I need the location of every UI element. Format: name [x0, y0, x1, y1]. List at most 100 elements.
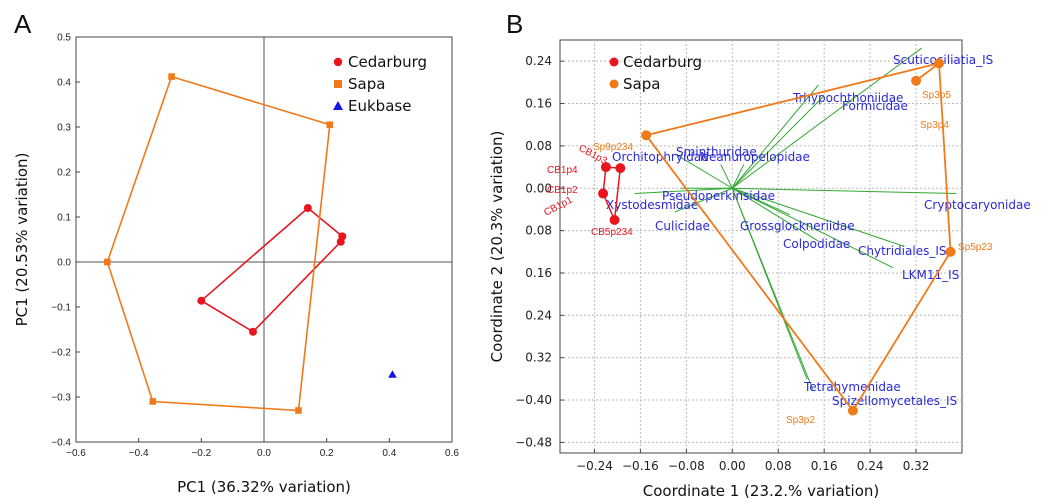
- hull-cedarburg: [199, 206, 344, 333]
- legend-marker-eukbase: [333, 101, 343, 110]
- point-cedarburg: [609, 215, 620, 226]
- x-tick-label: −0.4: [129, 448, 149, 459]
- y-tick-label: −0.40: [515, 393, 552, 407]
- panel-label-b: B: [506, 9, 523, 39]
- vector-line: [731, 84, 819, 189]
- vector-label: Trhypochthoniidae: [792, 91, 903, 105]
- point-label-cedarburg: CB5p234: [591, 227, 633, 238]
- x-tick-label: −0.08: [668, 459, 705, 473]
- x-tick-label: 0.00: [719, 459, 746, 473]
- x-tick-label: 0.32: [903, 459, 930, 473]
- y-tick-label: 0.1: [57, 213, 71, 224]
- point-label-cedarburg: CB1p4: [547, 165, 578, 176]
- vector-label: LKM11_IS: [902, 268, 959, 282]
- y-axis-label: PC1 (20.53% variation): [13, 153, 31, 327]
- x-axis-label: Coordinate 1 (23.2.% variation): [643, 482, 880, 500]
- point-sapa: [934, 58, 945, 69]
- vector-label: Neanuropelopidae: [700, 150, 810, 164]
- y-tick-label: 0.16: [525, 266, 552, 280]
- x-tick-label: −0.16: [622, 459, 659, 473]
- vector-label: Tetrahymenidae: [803, 380, 901, 394]
- legend-marker-sapa: [334, 80, 342, 88]
- y-tick-label: 0.08: [525, 139, 552, 153]
- x-tick-label: 0.0: [257, 448, 271, 459]
- vector-line: [720, 164, 733, 189]
- vector-label: Spizellomycetales_IS: [832, 394, 957, 408]
- y-tick-label: −0.3: [51, 393, 71, 404]
- y-tick-label: 0.4: [57, 78, 71, 89]
- vector-line: [732, 187, 905, 247]
- vector-label: Scuticociliatia_IS: [893, 53, 993, 67]
- y-tick-label: 0.5: [57, 33, 71, 44]
- vector-label: Colpodidae: [783, 237, 850, 251]
- point-cedarburg: [197, 296, 206, 305]
- vector-line: [731, 188, 808, 380]
- x-tick-label: 0.08: [765, 459, 792, 473]
- vector-line: [674, 153, 733, 189]
- point-eukbase: [388, 370, 397, 378]
- y-tick-label: 0.16: [525, 97, 552, 111]
- vector-label: Culicidae: [655, 219, 710, 233]
- x-tick-label: −0.2: [191, 448, 211, 459]
- point-cedarburg: [303, 204, 312, 212]
- x-tick-label: 0.16: [811, 459, 838, 473]
- legend-label-cedarburg: Cedarburg: [348, 53, 427, 71]
- vector-line: [731, 47, 923, 189]
- point-cedarburg: [615, 163, 626, 174]
- point-sapa: [149, 398, 157, 405]
- vector-line: [731, 95, 825, 189]
- point-cedarburg: [336, 237, 345, 246]
- point-sapa: [168, 73, 175, 80]
- vector-line: [732, 187, 819, 242]
- vector-label: Cryptocaryonidae: [924, 198, 1031, 212]
- point-sapa: [295, 407, 302, 414]
- vector-label: Pseudoperkinsidae: [662, 189, 775, 203]
- legend-label-sapa: Sapa: [623, 75, 660, 93]
- plot-frame: [559, 39, 963, 454]
- panel-label-a: A: [14, 9, 32, 39]
- vector-line: [731, 164, 745, 189]
- point-label-sapa: Sp9p234: [593, 142, 633, 153]
- hull-sapa: [106, 75, 331, 412]
- vector-label: Chytridiales_IS: [858, 244, 947, 258]
- x-tick-label: −0.24: [576, 459, 613, 473]
- vector-label: Xystodesmidae: [606, 198, 698, 212]
- y-tick-label: 0.2: [57, 168, 71, 179]
- point-sapa: [641, 130, 652, 141]
- vector-line: [674, 187, 733, 213]
- y-tick-label: 0.24: [525, 54, 552, 68]
- point-sapa: [104, 258, 111, 266]
- x-tick-label: 0.2: [320, 448, 334, 459]
- vector-line: [732, 187, 894, 269]
- y-tick-label: 0.08: [525, 224, 552, 238]
- y-tick-label: −0.4: [51, 438, 71, 449]
- point-cedarburg: [249, 327, 258, 336]
- y-tick-label: 0.32: [525, 351, 552, 365]
- vector-label: Orchitophryidae: [612, 150, 709, 164]
- vector-label: Grossglockneriidae: [740, 219, 855, 233]
- vector-line: [634, 187, 733, 195]
- point-label-cedarburg: CB1p1: [542, 194, 575, 218]
- x-tick-label: 0.24: [857, 459, 884, 473]
- y-tick-label: 0.3: [57, 123, 71, 134]
- y-tick-label: −0.48: [515, 435, 552, 449]
- point-label-cedarburg: CB1p2: [547, 185, 578, 196]
- legend-label-eukbase: Eukbase: [348, 97, 411, 115]
- x-tick-label: −0.6: [66, 448, 86, 459]
- vector-label: Sminthuridae: [676, 145, 757, 159]
- x-tick-label: 0.4: [382, 448, 396, 459]
- vector-line: [732, 187, 957, 195]
- point-cedarburg: [598, 188, 609, 199]
- x-tick-label: 0.6: [445, 448, 459, 459]
- point-sapa: [945, 246, 956, 257]
- legend-label-sapa: Sapa: [348, 75, 385, 93]
- point-label-sapa: Sp3p4: [920, 120, 949, 131]
- point-label-sapa: Sp3p5: [922, 90, 951, 101]
- point-sapa: [326, 121, 334, 129]
- y-axis-label: Coordinate 2 (20.3% variation): [488, 131, 506, 363]
- point-sapa: [911, 75, 922, 86]
- x-axis-label: PC1 (36.32% variation): [177, 478, 351, 496]
- point-label-sapa: Sp3p2: [786, 415, 815, 426]
